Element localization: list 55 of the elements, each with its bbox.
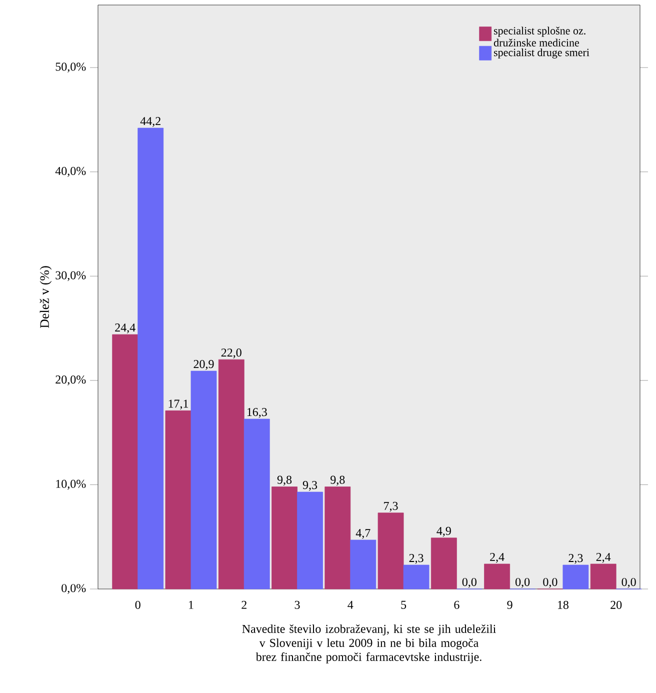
data-label: 7,3 (384, 502, 398, 512)
bar (378, 512, 404, 590)
data-label: 20,9 (194, 360, 214, 370)
bar (165, 410, 192, 590)
bar (138, 128, 164, 590)
x-tick-label: 3 (294, 600, 300, 609)
y-tick-label: 10,0% (56, 480, 86, 490)
data-label: 4,9 (436, 526, 451, 537)
x-tick-label: 4 (348, 600, 354, 609)
x-tick-label: 9 (507, 600, 512, 609)
data-label: 0,0 (516, 578, 530, 588)
x-tick-label: 2 (242, 600, 246, 609)
bar (112, 334, 138, 590)
y-tick-label: 30,0% (56, 271, 86, 282)
data-label: 44,2 (140, 117, 160, 127)
x-tick-label: 0 (135, 600, 140, 609)
y-tick-label: 40,0% (55, 166, 86, 177)
x-tick-label: 18 (558, 600, 568, 609)
data-label: 16,3 (247, 408, 267, 418)
data-label: 9,8 (330, 476, 345, 486)
data-label: 9,8 (277, 476, 292, 486)
bar (324, 486, 351, 590)
bar (350, 540, 376, 590)
bar (244, 418, 270, 590)
data-label: 0,0 (622, 578, 636, 588)
x-tick-label: 20 (610, 600, 622, 609)
bar (403, 564, 430, 590)
bar (430, 538, 457, 590)
y-axis-title: Delež v (%) (40, 266, 52, 328)
data-label: 2,4 (490, 552, 504, 563)
bar (484, 564, 510, 590)
data-label: 0,0 (462, 578, 476, 588)
data-label: 24,4 (115, 324, 136, 334)
x-tick-label: 5 (401, 600, 406, 609)
bar (590, 564, 616, 590)
data-label: 2,3 (568, 554, 583, 564)
data-label: 4,7 (356, 529, 370, 539)
data-label: 22,0 (221, 348, 242, 358)
y-tick-label: 20,0% (56, 376, 86, 386)
y-tick-label: 50,0% (56, 62, 86, 72)
data-label: 17,1 (168, 400, 188, 410)
legend-label: specialist druge smeri (494, 48, 590, 58)
bar (272, 486, 298, 590)
x-tick-label: 1 (189, 600, 194, 609)
data-label: 9,3 (302, 481, 318, 491)
bar (190, 370, 217, 590)
bar (297, 492, 323, 590)
y-tick-label: 0,0% (62, 584, 86, 594)
data-label: 2,3 (409, 554, 424, 564)
bar (562, 564, 589, 590)
bar (218, 359, 244, 590)
data-label: 2,4 (596, 552, 611, 563)
x-tick-label: 6 (454, 600, 460, 609)
data-label: 0,0 (543, 578, 558, 588)
x-axis-title: Navedite število izobraževanj, ki ste se jih udeležili v Sloveniji v letu 2009 in ne bi bila mogoča brez finančne pomoči farmacevtske industrije. (242, 624, 496, 664)
